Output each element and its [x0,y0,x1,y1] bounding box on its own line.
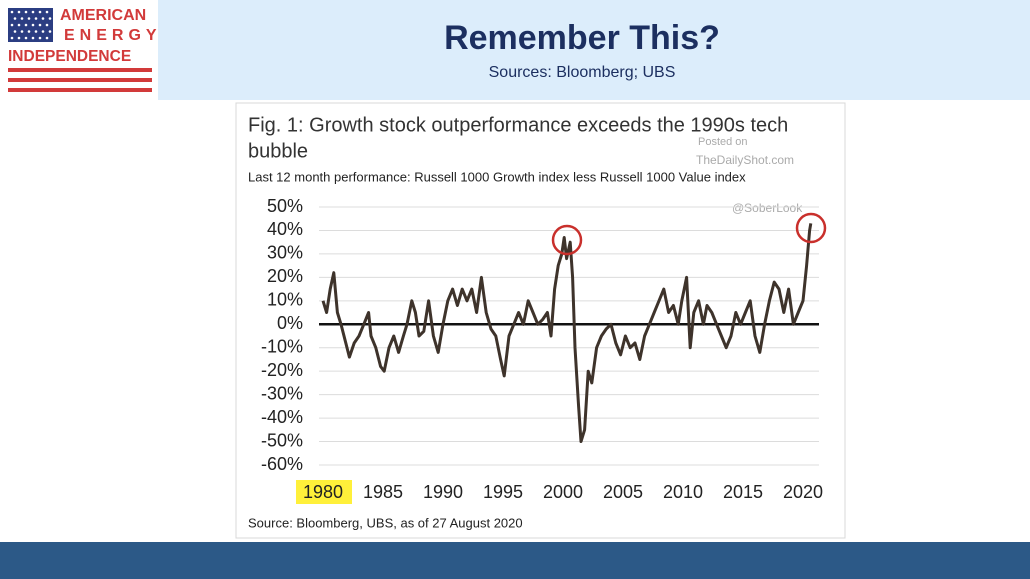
star [17,36,21,40]
flag-canton [8,8,53,42]
highlight-circle [795,212,827,244]
star [41,17,45,20]
star [10,10,14,14]
star [41,30,45,33]
star [13,30,17,33]
star [20,17,24,20]
star [48,17,52,20]
star [10,23,14,27]
y-tick-label: -40% [261,407,303,427]
star [24,23,28,27]
flag-stripe [8,68,152,72]
chart-title: Fig. 1: Growth stock outperformance exce… [248,114,788,136]
x-tick-label: 1990 [423,482,463,502]
x-tick-label: 1995 [483,482,523,502]
star [45,10,49,14]
chart-title: bubble [248,140,308,162]
x-tick-label: 2000 [543,482,583,502]
star [31,10,35,14]
watermark: TheDailyShot.com [696,153,794,167]
star [45,23,49,27]
y-tick-label: 10% [267,290,303,310]
logo-text: ENERGY [64,27,162,44]
y-tick-label: 30% [267,243,303,263]
y-tick-label: 0% [277,313,303,333]
chart-source: Source: Bloomberg, UBS, as of 27 August … [248,515,523,530]
highlight-circle [551,224,583,256]
star [38,36,42,40]
data-line [321,223,813,443]
flag-stripe [8,88,152,92]
y-tick-label: -20% [261,360,303,380]
flag-stars [10,10,52,40]
header-banner [158,0,1030,100]
x-tick-label: 1980 [303,482,343,502]
star [34,30,38,33]
star [34,17,38,20]
star [24,10,28,14]
year-highlight [296,480,352,504]
slide-subtitle: Sources: Bloomberg; UBS [489,64,676,81]
plot-area: 50% 40% 30% 20% 10% 0% -10% -20% -30% -40% -50% -60… [261,196,823,502]
star [45,36,49,40]
x-tick-label: 1985 [363,482,403,502]
x-tick-label: 2020 [783,482,823,502]
logo-text: INDEPENDENCE [8,48,131,65]
star [31,36,35,40]
star [38,10,42,14]
x-tick-label: 2010 [663,482,703,502]
watermark: @SoberLook [732,201,803,215]
star [27,30,31,33]
y-tick-label: -50% [261,430,303,450]
star [48,30,52,33]
star [20,30,24,33]
x-tick-label: 2015 [723,482,763,502]
slide-title: Remember This? [444,19,720,57]
y-tick-label: -60% [261,454,303,474]
y-tick-label: 20% [267,266,303,286]
logo: AMERICAN ENERGY INDEPENDENCE [8,7,162,92]
y-tick-label: -10% [261,336,303,356]
star [10,36,14,40]
star [27,17,31,20]
star [13,17,17,20]
x-tick-label: 2005 [603,482,643,502]
watermark: Posted on [698,136,748,148]
y-tick-label: -30% [261,383,303,403]
star [24,36,28,40]
star [38,23,42,27]
y-tick-label: 50% [267,196,303,216]
y-tick-label: 40% [267,219,303,239]
star [31,23,35,27]
chart-subtitle: Last 12 month performance: Russell 1000 … [248,169,746,184]
flag-stripe [8,78,152,82]
footer-bar [0,542,1030,579]
star [17,10,21,14]
logo-text: AMERICAN [60,7,146,24]
star [17,23,21,27]
